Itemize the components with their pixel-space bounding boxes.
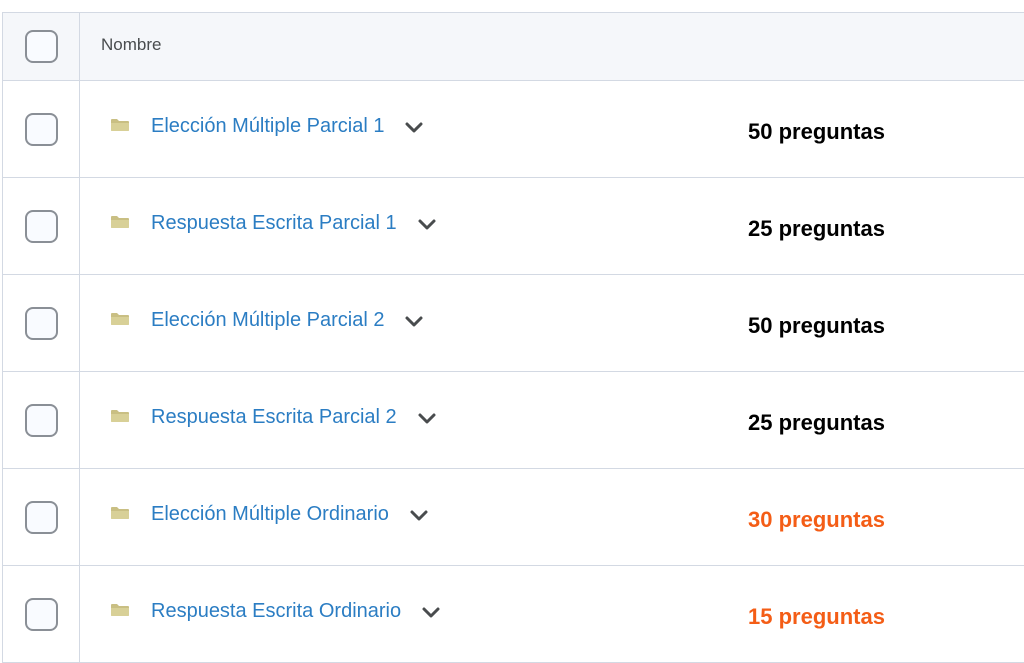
row-checkbox[interactable] — [24, 403, 58, 437]
section-link[interactable]: Elección Múltiple Parcial 1 — [151, 115, 385, 137]
folder-icon — [111, 119, 129, 131]
select-all-checkbox[interactable] — [24, 30, 58, 63]
select-all-cell — [3, 13, 80, 80]
folder-icon — [111, 216, 129, 228]
chevron-down-icon[interactable] — [421, 606, 441, 620]
chevron-down-icon[interactable] — [404, 315, 424, 329]
question-pool-table: Nombre Elección Múltiple Parcial 1 50 pr… — [2, 12, 1024, 663]
table-row: Elección Múltiple Parcial 1 50 preguntas — [3, 81, 1024, 178]
table-row: Respuesta Escrita Parcial 1 25 preguntas — [3, 178, 1024, 275]
question-count: 15 preguntas — [748, 604, 885, 629]
chevron-down-icon[interactable] — [417, 412, 437, 426]
section-link[interactable]: Respuesta Escrita Parcial 2 — [151, 406, 397, 428]
chevron-down-icon[interactable] — [417, 218, 437, 232]
row-checkbox[interactable] — [24, 112, 58, 146]
row-checkbox-cell — [3, 275, 80, 371]
question-count: 25 preguntas — [748, 216, 885, 241]
question-count: 30 preguntas — [748, 507, 885, 532]
name-cell: Elección Múltiple Ordinario 30 preguntas — [80, 469, 1024, 565]
name-column-label: Nombre — [101, 35, 162, 54]
question-count: 50 preguntas — [748, 313, 885, 338]
row-checkbox[interactable] — [24, 597, 58, 631]
row-checkbox[interactable] — [24, 209, 58, 243]
folder-icon — [111, 604, 129, 616]
chevron-down-icon[interactable] — [404, 121, 424, 135]
question-count: 25 preguntas — [748, 410, 885, 435]
table-row: Elección Múltiple Parcial 2 50 preguntas — [3, 275, 1024, 372]
row-checkbox-cell — [3, 81, 80, 177]
row-checkbox-cell — [3, 178, 80, 274]
row-checkbox-cell — [3, 469, 80, 565]
folder-icon — [111, 410, 129, 422]
name-cell: Respuesta Escrita Parcial 1 25 preguntas — [80, 178, 1024, 274]
name-cell: Elección Múltiple Parcial 1 50 preguntas — [80, 81, 1024, 177]
section-link[interactable]: Respuesta Escrita Ordinario — [151, 600, 402, 622]
question-count: 50 preguntas — [748, 119, 885, 144]
chevron-down-icon[interactable] — [409, 509, 429, 523]
row-checkbox-cell — [3, 372, 80, 468]
folder-icon — [111, 313, 129, 325]
name-cell: Respuesta Escrita Ordinario 15 preguntas — [80, 566, 1024, 662]
name-cell: Respuesta Escrita Parcial 2 25 preguntas — [80, 372, 1024, 468]
name-column-header[interactable]: Nombre — [80, 13, 1024, 80]
table-header: Nombre — [3, 13, 1024, 81]
section-link[interactable]: Elección Múltiple Parcial 2 — [151, 309, 385, 331]
folder-icon — [111, 507, 129, 519]
table-row: Respuesta Escrita Parcial 2 25 preguntas — [3, 372, 1024, 469]
table-row: Elección Múltiple Ordinario 30 preguntas — [3, 469, 1024, 566]
section-link[interactable]: Elección Múltiple Ordinario — [151, 503, 389, 525]
table-row: Respuesta Escrita Ordinario 15 preguntas — [3, 566, 1024, 663]
row-checkbox[interactable] — [24, 306, 58, 340]
name-cell: Elección Múltiple Parcial 2 50 preguntas — [80, 275, 1024, 371]
section-link[interactable]: Respuesta Escrita Parcial 1 — [151, 212, 397, 234]
row-checkbox-cell — [3, 566, 80, 662]
row-checkbox[interactable] — [24, 500, 58, 534]
